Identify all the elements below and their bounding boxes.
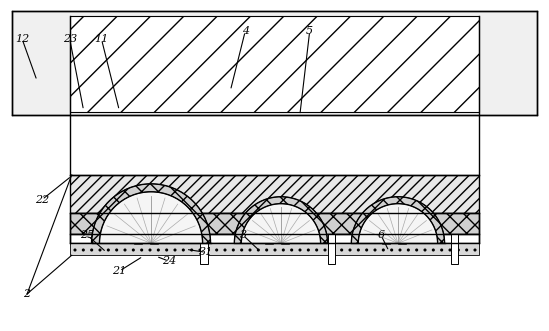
Text: 31: 31 [198, 247, 212, 257]
Text: 21: 21 [112, 266, 126, 276]
Text: 11: 11 [94, 34, 109, 44]
Bar [398, 236, 406, 244]
Bar [12, 11, 537, 116]
Text: 4: 4 [242, 26, 249, 36]
Polygon shape [358, 204, 438, 243]
Bar [200, 234, 208, 264]
Bar [70, 234, 479, 243]
Text: 24: 24 [162, 256, 176, 266]
Text: 3: 3 [240, 230, 247, 240]
Polygon shape [92, 184, 210, 243]
Polygon shape [241, 204, 321, 243]
Polygon shape [351, 197, 445, 243]
Bar [328, 234, 335, 264]
Text: 12: 12 [15, 34, 29, 44]
Bar [150, 236, 158, 244]
Polygon shape [99, 192, 203, 243]
Text: 22: 22 [35, 195, 49, 205]
Text: 23: 23 [63, 34, 77, 44]
Bar [70, 175, 479, 213]
Bar [265, 236, 273, 244]
Bar [382, 236, 390, 244]
Bar [70, 16, 479, 113]
Bar [451, 234, 458, 264]
Bar [70, 243, 479, 255]
Bar [134, 236, 142, 244]
Bar [281, 236, 289, 244]
Bar [70, 213, 479, 234]
Text: 6: 6 [378, 230, 385, 240]
Text: 2: 2 [24, 289, 31, 299]
Polygon shape [234, 197, 328, 243]
Text: 25: 25 [81, 230, 95, 240]
Text: 5: 5 [306, 26, 313, 36]
